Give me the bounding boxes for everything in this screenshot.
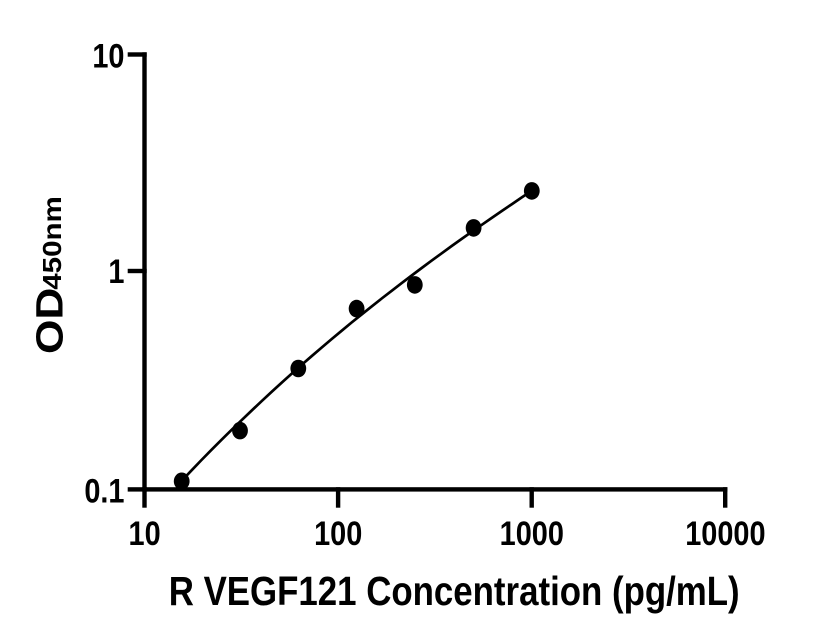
- svg-text:450nm: 450nm: [38, 196, 67, 290]
- svg-text:10: 10: [129, 514, 161, 553]
- svg-text:OD: OD: [28, 288, 70, 354]
- svg-text:R VEGF121 Concentration (pg/mL: R VEGF121 Concentration (pg/mL): [169, 569, 740, 614]
- svg-text:0.1: 0.1: [84, 471, 124, 510]
- svg-text:10: 10: [92, 36, 124, 75]
- svg-text:1: 1: [108, 252, 124, 291]
- svg-text:100: 100: [314, 514, 362, 553]
- svg-text:10000: 10000: [685, 514, 765, 553]
- svg-text:1000: 1000: [500, 514, 564, 553]
